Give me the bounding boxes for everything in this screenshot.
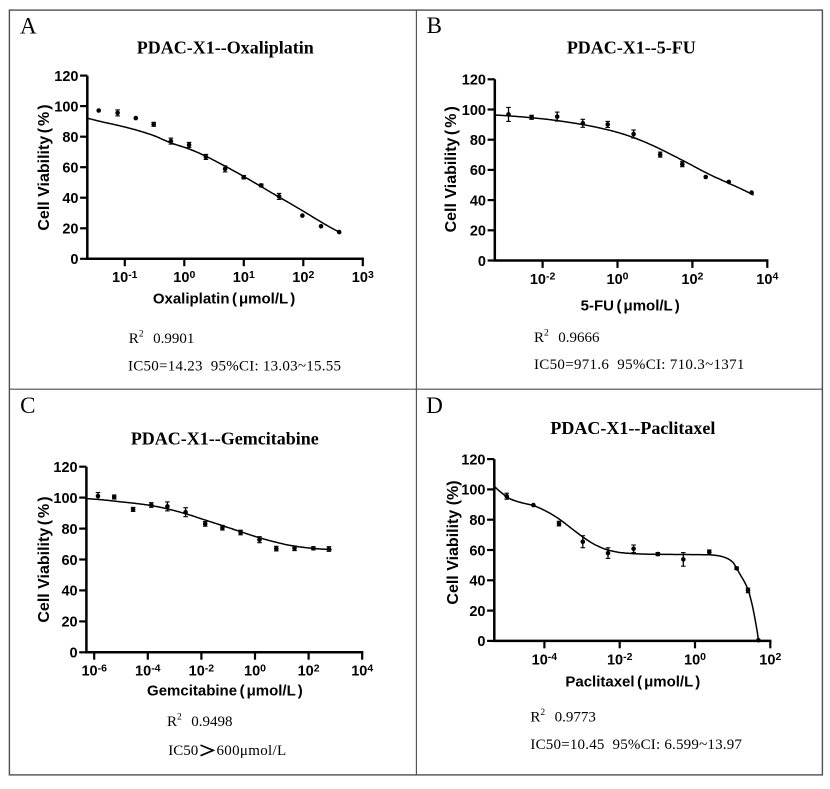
svg-text:120: 120 — [54, 69, 78, 85]
svg-text:20: 20 — [470, 224, 486, 240]
svg-text:Cell Viability(%): Cell Viability(%) — [443, 106, 460, 232]
svg-text:0: 0 — [70, 252, 78, 268]
svg-text:40: 40 — [62, 191, 78, 207]
svg-text:120: 120 — [461, 452, 485, 468]
svg-text:Cell Viability(%): Cell Viability(%) — [36, 104, 53, 230]
svg-text:PDAC-X1--Oxaliplatin: PDAC-X1--Oxaliplatin — [137, 38, 314, 58]
svg-text:PDAC-X1--5-FU: PDAC-X1--5-FU — [567, 38, 696, 58]
svg-text:80: 80 — [62, 130, 78, 146]
svg-text:0: 0 — [70, 646, 78, 662]
svg-text:Cell Viability (%): Cell Viability (%) — [445, 480, 462, 604]
svg-text:100: 100 — [461, 483, 485, 499]
svg-text:40: 40 — [61, 584, 77, 600]
svg-text:R20.9666: R2 0.9666 — [534, 328, 600, 346]
svg-text:R20.9773: R2 0.9773 — [530, 708, 596, 726]
svg-text:R20.9498: R2 0.9498 — [167, 713, 233, 731]
svg-text:60: 60 — [470, 163, 486, 179]
svg-text:100: 100 — [54, 99, 78, 115]
svg-text:IC50=10.45 95%CI: 6.599~13.97: IC50=10.45 95%CI: 6.599~13.97 — [530, 737, 742, 753]
svg-text:100: 100 — [462, 103, 486, 119]
svg-text:Paclitaxel(μmol/L): Paclitaxel(μmol/L) — [565, 674, 700, 691]
svg-text:R20.9901: R2 0.9901 — [129, 329, 195, 347]
svg-text:D: D — [426, 393, 443, 418]
svg-text:60: 60 — [61, 553, 77, 569]
svg-text:80: 80 — [469, 513, 485, 529]
svg-text:IC50=971.6 95%CI: 710.3~1371: IC50=971.6 95%CI: 710.3~1371 — [534, 357, 745, 373]
svg-text:20: 20 — [469, 604, 485, 620]
svg-text:120: 120 — [462, 73, 486, 89]
svg-text:80: 80 — [470, 133, 486, 149]
svg-text:A: A — [20, 14, 37, 39]
svg-text:60: 60 — [62, 161, 78, 177]
svg-text:C: C — [20, 393, 35, 418]
svg-text:B: B — [427, 13, 442, 38]
svg-text:40: 40 — [469, 574, 485, 590]
svg-text:5-FU(μmol/L): 5-FU(μmol/L) — [581, 297, 680, 314]
svg-text:20: 20 — [62, 222, 78, 238]
svg-text:0: 0 — [478, 254, 486, 270]
svg-text:IC50=14.23 95%CI: 13.03~15.55: IC50=14.23 95%CI: 13.03~15.55 — [128, 359, 341, 375]
svg-text:PDAC-X1--Paclitaxel: PDAC-X1--Paclitaxel — [550, 418, 715, 438]
svg-text:PDAC-X1--Gemcitabine: PDAC-X1--Gemcitabine — [131, 428, 319, 448]
svg-text:0: 0 — [477, 634, 485, 650]
svg-text:Cell Viability(%): Cell Viability(%) — [36, 496, 53, 622]
svg-text:Oxaliplatin(μmol/L): Oxaliplatin(μmol/L) — [153, 291, 295, 308]
svg-text:120: 120 — [53, 460, 77, 476]
svg-text:IC50: IC50 — [168, 743, 198, 759]
svg-text:60: 60 — [469, 543, 485, 559]
svg-text:600μmol/L: 600μmol/L — [217, 743, 287, 759]
svg-text:80: 80 — [61, 522, 77, 538]
svg-text:100: 100 — [53, 491, 77, 507]
svg-text:40: 40 — [470, 193, 486, 209]
svg-text:20: 20 — [61, 615, 77, 631]
svg-text:Gemcitabine(μmol/L): Gemcitabine(μmol/L) — [147, 683, 303, 700]
